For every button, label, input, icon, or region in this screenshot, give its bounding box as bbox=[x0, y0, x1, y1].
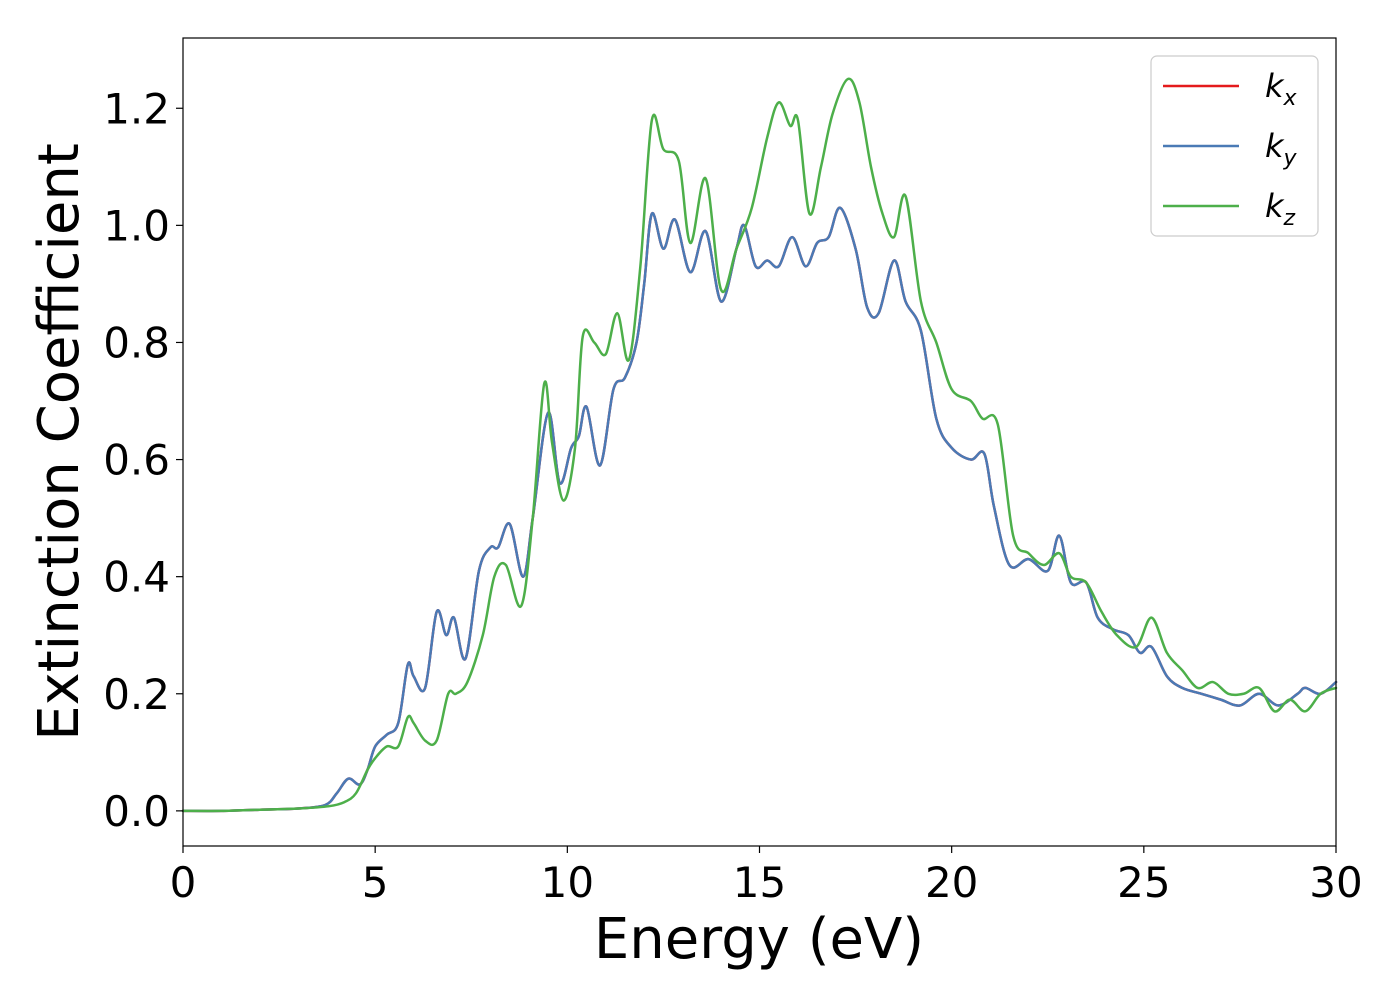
series-line-ky bbox=[181, 206, 1338, 813]
y-tick-label: 0.6 bbox=[103, 436, 170, 485]
series-layer bbox=[181, 77, 1338, 813]
legend: kx ky kz bbox=[1150, 55, 1319, 237]
x-tick-label: 15 bbox=[733, 858, 786, 907]
legend-label-kz: kz bbox=[1265, 187, 1296, 231]
y-tick-label: 1.2 bbox=[103, 84, 170, 133]
series-line-kz bbox=[181, 77, 1338, 813]
y-tick-label: 0.4 bbox=[103, 553, 170, 602]
axes-layer: 0 5 10 15 20 25 30 0.0 0.2 0.4 0.6 0.8 1.0 1.2 bbox=[103, 37, 1363, 907]
series-line-kx bbox=[181, 206, 1338, 813]
x-tick-label: 20 bbox=[925, 858, 978, 907]
legend-label-ky: ky bbox=[1265, 127, 1298, 171]
y-tick-label: 0.0 bbox=[103, 787, 170, 836]
x-axis-title: Energy (eV) bbox=[594, 907, 924, 972]
y-tick-label: 1.0 bbox=[103, 201, 170, 250]
x-tick-label: 10 bbox=[541, 858, 594, 907]
x-tick-label: 5 bbox=[362, 858, 389, 907]
y-tick-label: 0.2 bbox=[103, 670, 170, 719]
y-axis-title: Extinction Coefficient bbox=[27, 143, 92, 741]
legend-label-kx: kx bbox=[1265, 67, 1298, 111]
x-tick-label: 0 bbox=[170, 858, 197, 907]
x-tick-label: 30 bbox=[1309, 858, 1362, 907]
y-tick-label: 0.8 bbox=[103, 318, 170, 367]
x-tick-label: 25 bbox=[1117, 858, 1170, 907]
